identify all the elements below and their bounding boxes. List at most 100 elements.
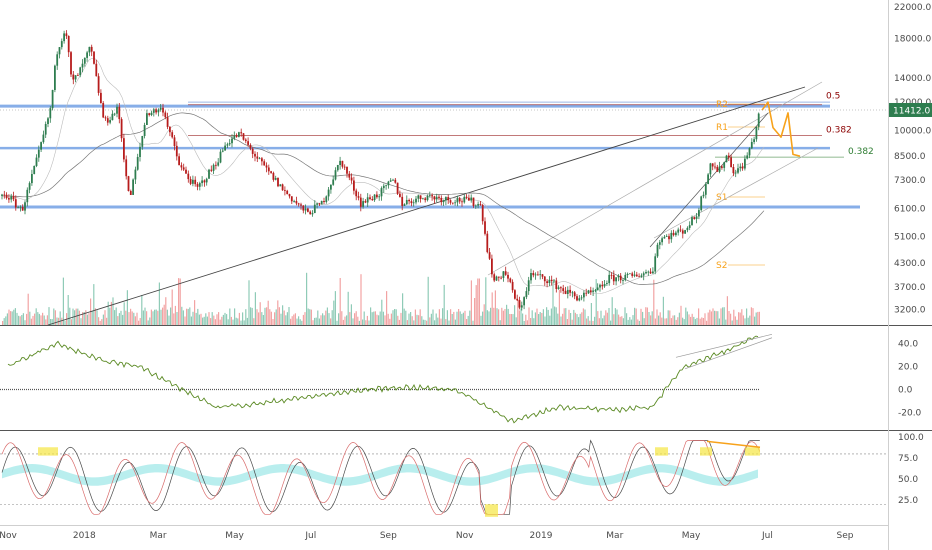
volume-bar	[336, 320, 338, 325]
candle-body	[539, 274, 542, 276]
candle-body	[173, 137, 176, 146]
volume-bar	[646, 307, 648, 325]
candle-body	[463, 196, 466, 203]
stoch-rsi-panel[interactable]	[0, 439, 888, 517]
volume-bar	[210, 318, 212, 325]
volume-bar	[197, 308, 199, 325]
candle-body	[152, 109, 155, 113]
volume-bar	[462, 312, 464, 325]
volume-bar	[93, 284, 95, 325]
overbought-highlight	[485, 504, 498, 517]
candle-body	[449, 200, 452, 203]
oscillator-line	[7, 335, 759, 424]
volume-bar	[397, 315, 399, 325]
candle-body	[203, 180, 206, 183]
candle-body	[185, 169, 187, 174]
x-tick-label: Nov	[456, 531, 474, 541]
candle-body	[507, 274, 509, 279]
volume-bar	[560, 316, 562, 325]
volume-bar	[282, 305, 284, 325]
price-panel[interactable]: 0.5 0.382 0.382 R2 R1 S1 S2	[0, 30, 888, 326]
volume-bar	[232, 319, 234, 325]
candle-body	[86, 52, 88, 58]
volume-bar	[755, 312, 757, 325]
volume-bar	[464, 310, 466, 325]
volume-bar	[707, 312, 709, 325]
candle-body	[371, 199, 374, 201]
volume-bar	[150, 309, 152, 325]
volume-bar	[366, 315, 368, 325]
candle-body	[516, 298, 519, 301]
candle-body	[435, 196, 438, 200]
volume-bar	[466, 319, 468, 325]
volume-bar	[622, 318, 624, 325]
volume-bar	[722, 307, 724, 325]
volume-bar	[736, 319, 738, 325]
volume-bar	[683, 319, 685, 325]
volume-bar	[531, 310, 533, 325]
volume-bar	[698, 308, 700, 325]
fib-label: 0.382	[848, 147, 874, 157]
volume-bar	[149, 317, 151, 325]
candle-body	[709, 163, 712, 175]
candle-body	[318, 203, 321, 205]
candle-body	[26, 189, 29, 203]
oscillator-trendline	[684, 337, 773, 370]
candle-body	[442, 200, 445, 203]
candle-body	[146, 113, 148, 125]
volume-bar	[669, 310, 671, 325]
candle-body	[8, 198, 10, 200]
volume-bar	[605, 310, 607, 325]
candle-body	[247, 141, 249, 145]
volume-bar	[382, 311, 384, 325]
volume-bar	[576, 314, 578, 325]
candle-body	[281, 184, 284, 191]
candle-body	[19, 206, 22, 208]
volume-bar	[98, 317, 100, 325]
candle-body	[399, 193, 401, 197]
volume-bar	[35, 308, 37, 325]
volume-bar	[194, 300, 196, 325]
volume-bar	[120, 310, 122, 325]
volume-bar	[334, 291, 336, 325]
candle-body	[412, 202, 415, 204]
candle-body	[369, 197, 371, 199]
oscillator-trendline	[675, 333, 773, 358]
volume-bar	[299, 319, 301, 325]
volume-bar	[38, 313, 40, 325]
candle-body	[270, 171, 272, 173]
candle-body	[35, 157, 38, 166]
volume-bar	[40, 315, 42, 325]
candle-body	[28, 183, 31, 190]
volume-bar	[642, 311, 644, 325]
candle-body	[182, 167, 185, 170]
volume-bar	[118, 313, 120, 325]
candle-body	[175, 145, 178, 157]
volume-bar	[752, 308, 754, 325]
candle-body	[293, 201, 295, 202]
x-tick-label: 2019	[530, 531, 553, 541]
volume-bar	[216, 314, 218, 325]
volume-bar	[744, 318, 746, 325]
candle-body	[504, 271, 507, 275]
volume-bar	[589, 320, 591, 325]
volume-bar	[469, 310, 471, 325]
oscillator-panel[interactable]	[0, 333, 773, 424]
volume-bar	[229, 308, 231, 325]
volume-bar	[266, 307, 268, 325]
candle-body	[143, 125, 146, 136]
volume-bar	[370, 307, 372, 325]
candle-body	[357, 196, 360, 198]
candle-body	[249, 144, 252, 149]
candle-body	[433, 196, 436, 200]
volume-bar	[424, 319, 426, 325]
volume-bar	[203, 316, 205, 325]
candle-body	[169, 126, 171, 133]
candle-body	[332, 179, 335, 185]
current-price-text: 11412.0	[893, 106, 930, 116]
candle-body	[65, 33, 68, 37]
candle-body	[700, 196, 703, 211]
volume-bar	[539, 312, 541, 325]
